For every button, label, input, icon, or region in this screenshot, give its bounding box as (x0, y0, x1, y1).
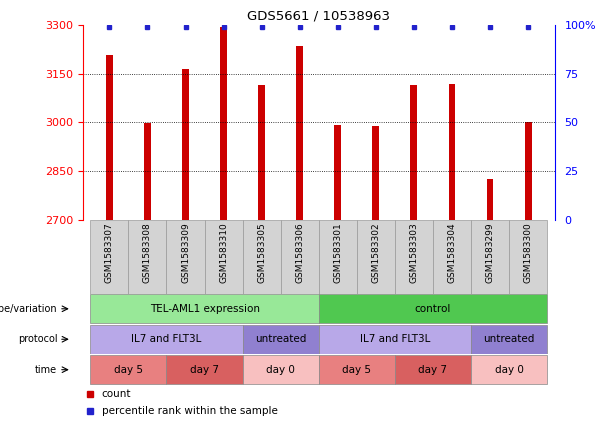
Bar (90, 355, 167, 385)
Bar (319, 294, 547, 324)
Text: count: count (102, 390, 131, 399)
Title: GDS5661 / 10538963: GDS5661 / 10538963 (247, 10, 390, 23)
Bar (319, 324, 471, 354)
Bar (243, 220, 281, 294)
Text: day 7: day 7 (190, 365, 219, 375)
Text: day 0: day 0 (495, 365, 524, 375)
Bar (296, 47, 303, 220)
Bar (449, 84, 455, 220)
Bar (319, 220, 357, 294)
Bar (258, 85, 265, 220)
Bar (167, 220, 205, 294)
Text: GSM1583303: GSM1583303 (409, 222, 419, 283)
Bar (487, 179, 493, 220)
Text: GSM1583300: GSM1583300 (524, 222, 533, 283)
Bar (471, 220, 509, 294)
Text: control: control (415, 304, 451, 314)
Bar (357, 220, 395, 294)
Text: GSM1583304: GSM1583304 (447, 222, 457, 283)
Bar (334, 125, 341, 220)
Bar (243, 355, 319, 385)
Text: percentile rank within the sample: percentile rank within the sample (102, 407, 278, 416)
Text: GSM1583302: GSM1583302 (371, 222, 380, 283)
Text: protocol: protocol (18, 334, 58, 344)
Text: IL7 and FLT3L: IL7 and FLT3L (360, 334, 430, 344)
Bar (509, 220, 547, 294)
Bar (471, 355, 547, 385)
Text: untreated: untreated (484, 334, 535, 344)
Text: genotype/variation: genotype/variation (0, 304, 58, 314)
Text: GSM1583307: GSM1583307 (105, 222, 114, 283)
Text: time: time (36, 365, 58, 375)
Bar (525, 123, 531, 220)
Text: day 0: day 0 (266, 365, 295, 375)
Text: GSM1583309: GSM1583309 (181, 222, 190, 283)
Bar (395, 355, 471, 385)
Text: day 5: day 5 (114, 365, 143, 375)
Bar (373, 126, 379, 220)
Bar (220, 27, 227, 220)
Text: IL7 and FLT3L: IL7 and FLT3L (131, 334, 202, 344)
Bar (167, 355, 243, 385)
Text: GSM1583310: GSM1583310 (219, 222, 228, 283)
Bar (243, 324, 319, 354)
Bar (90, 220, 129, 294)
Text: GSM1583301: GSM1583301 (333, 222, 342, 283)
Bar (90, 324, 243, 354)
Bar (319, 355, 395, 385)
Text: untreated: untreated (255, 334, 306, 344)
Bar (471, 324, 547, 354)
Text: GSM1583299: GSM1583299 (485, 222, 495, 283)
Text: TEL-AML1 expression: TEL-AML1 expression (150, 304, 259, 314)
Bar (395, 220, 433, 294)
Bar (106, 55, 113, 220)
Bar (205, 220, 243, 294)
Bar (182, 69, 189, 220)
Bar (411, 85, 417, 220)
Bar (90, 294, 319, 324)
Text: day 5: day 5 (342, 365, 371, 375)
Text: GSM1583305: GSM1583305 (257, 222, 266, 283)
Bar (129, 220, 167, 294)
Bar (433, 220, 471, 294)
Bar (281, 220, 319, 294)
Text: GSM1583306: GSM1583306 (295, 222, 304, 283)
Bar (144, 124, 151, 220)
Text: day 7: day 7 (419, 365, 447, 375)
Text: GSM1583308: GSM1583308 (143, 222, 152, 283)
